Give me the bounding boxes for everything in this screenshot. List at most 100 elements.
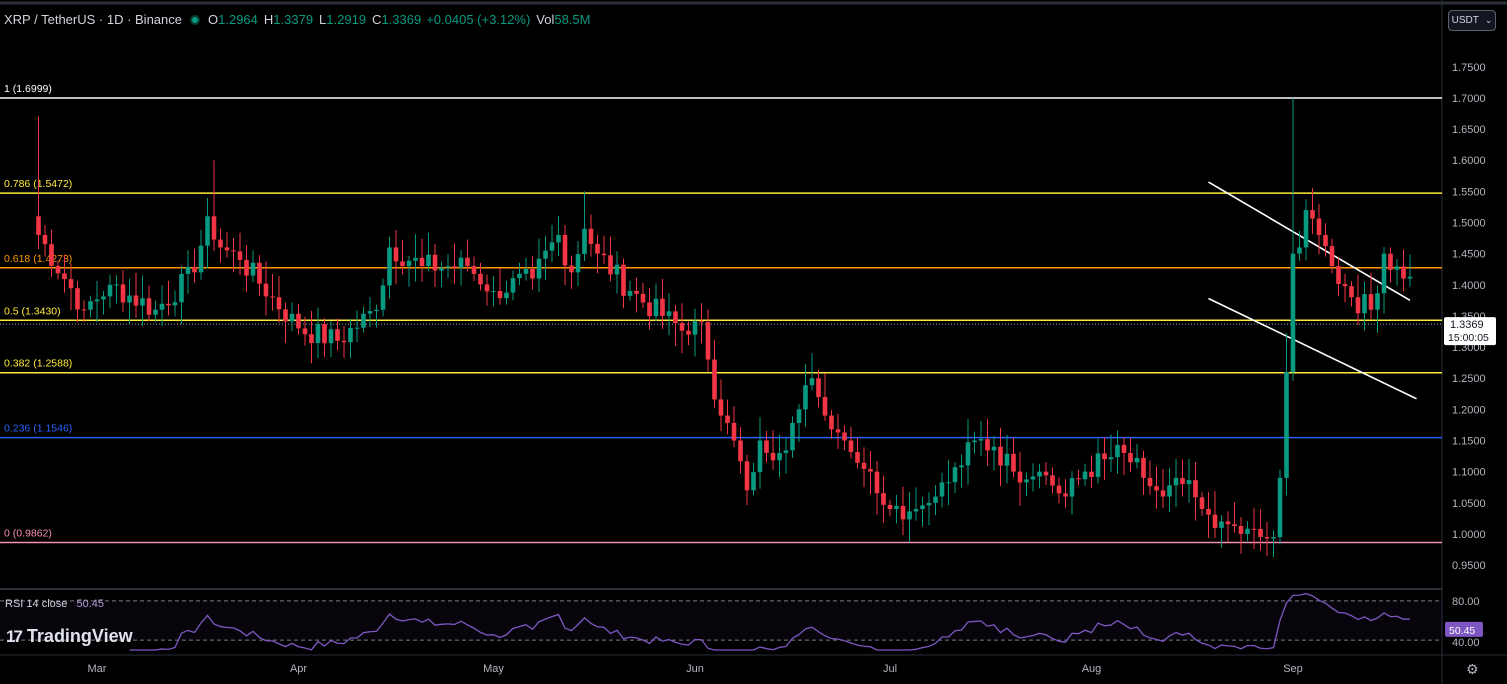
candle-body[interactable] (497, 291, 503, 299)
channel-line[interactable] (1208, 181, 1411, 302)
candle-body[interactable] (302, 328, 308, 335)
candle-body[interactable] (263, 283, 269, 297)
candle-body[interactable] (881, 493, 886, 505)
candle-body[interactable] (400, 261, 405, 267)
candle-body[interactable] (322, 324, 327, 344)
candle-body[interactable] (432, 254, 438, 271)
candle-body[interactable] (952, 467, 958, 483)
candle-body[interactable] (959, 465, 964, 468)
candle-body[interactable] (913, 509, 919, 512)
candle-body[interactable] (335, 329, 340, 341)
candle-body[interactable] (380, 285, 386, 310)
candle-body[interactable] (608, 255, 613, 275)
candle-body[interactable] (198, 245, 204, 273)
candle-body[interactable] (426, 254, 431, 267)
candle-body[interactable] (153, 309, 158, 315)
candle-body[interactable] (673, 311, 678, 324)
candle-body[interactable] (1342, 283, 1348, 287)
candle-body[interactable] (445, 266, 451, 268)
candle-body[interactable] (1336, 266, 1341, 284)
candle-body[interactable] (1219, 521, 1224, 528)
candle-body[interactable] (1180, 477, 1185, 485)
candle-body[interactable] (1030, 476, 1036, 480)
candle-body[interactable] (1141, 457, 1146, 478)
candle-body[interactable] (276, 297, 282, 310)
candle-body[interactable] (88, 301, 93, 310)
candle-body[interactable] (874, 471, 880, 494)
candle-body[interactable] (1245, 528, 1250, 534)
candle-body[interactable] (634, 291, 639, 294)
candle-body[interactable] (224, 247, 230, 251)
candle-body[interactable] (1375, 293, 1380, 310)
candle-body[interactable] (1017, 471, 1023, 483)
candle-body[interactable] (556, 234, 561, 243)
channel-line[interactable] (1208, 297, 1417, 400)
candle-body[interactable] (257, 262, 262, 284)
candle-body[interactable] (36, 216, 41, 235)
candle-body[interactable] (861, 462, 867, 469)
candle-body[interactable] (939, 482, 945, 497)
candle-body[interactable] (699, 321, 704, 323)
candle-body[interactable] (374, 309, 379, 312)
candle-body[interactable] (283, 309, 288, 322)
candle-body[interactable] (998, 446, 1003, 466)
candle-body[interactable] (588, 228, 594, 244)
candle-body[interactable] (757, 440, 763, 473)
candle-body[interactable] (1277, 477, 1283, 538)
candle-body[interactable] (237, 251, 243, 260)
candle-body[interactable] (1147, 477, 1153, 487)
candle-body[interactable] (1297, 247, 1302, 254)
candle-body[interactable] (146, 298, 152, 315)
candle-body[interactable] (49, 244, 54, 266)
candle-body[interactable] (627, 291, 633, 296)
candle-body[interactable] (647, 302, 652, 317)
candle-body[interactable] (569, 265, 574, 273)
candle-body[interactable] (660, 298, 665, 316)
candle-body[interactable] (1316, 218, 1322, 235)
candle-body[interactable] (738, 440, 743, 462)
rsi-line[interactable] (129, 592, 1411, 651)
candle-body[interactable] (1037, 471, 1042, 477)
candle-body[interactable] (504, 292, 509, 299)
candle-body[interactable] (413, 257, 418, 261)
candle-body[interactable] (270, 296, 275, 298)
candle-body[interactable] (783, 450, 789, 453)
candle-body[interactable] (491, 291, 496, 293)
candle-body[interactable] (1043, 471, 1049, 476)
candle-body[interactable] (1069, 478, 1075, 497)
candle-body[interactable] (1102, 453, 1107, 460)
candle-body[interactable] (1082, 471, 1088, 480)
candle-body[interactable] (894, 505, 899, 510)
candle-body[interactable] (387, 247, 392, 286)
candle-body[interactable] (42, 234, 48, 245)
candle-body[interactable] (1115, 444, 1120, 458)
candle-body[interactable] (114, 284, 119, 286)
candle-body[interactable] (250, 262, 256, 276)
candle-body[interactable] (120, 284, 126, 303)
candle-body[interactable] (1251, 528, 1257, 530)
candle-body[interactable] (965, 442, 971, 466)
candle-body[interactable] (796, 409, 802, 423)
candle-body[interactable] (933, 496, 938, 503)
candle-body[interactable] (159, 303, 165, 310)
candle-body[interactable] (1401, 266, 1406, 279)
candle-body[interactable] (1284, 371, 1289, 478)
candle-body[interactable] (523, 268, 529, 274)
candle-body[interactable] (575, 254, 581, 273)
candle-body[interactable] (1271, 537, 1276, 539)
candle-body[interactable] (985, 439, 990, 451)
candle-body[interactable] (640, 293, 646, 303)
candle-body[interactable] (1394, 266, 1400, 270)
candle-body[interactable] (614, 264, 620, 275)
candle-body[interactable] (1212, 514, 1218, 528)
candle-body[interactable] (218, 239, 223, 248)
candle-body[interactable] (361, 313, 366, 328)
candle-body[interactable] (406, 260, 412, 267)
candle-body[interactable] (1121, 444, 1127, 453)
candle-body[interactable] (1407, 276, 1413, 279)
candle-body[interactable] (328, 329, 334, 344)
candle-body[interactable] (140, 298, 145, 306)
candle-body[interactable] (1199, 497, 1205, 510)
candle-body[interactable] (205, 216, 210, 246)
candle-body[interactable] (1173, 477, 1179, 486)
